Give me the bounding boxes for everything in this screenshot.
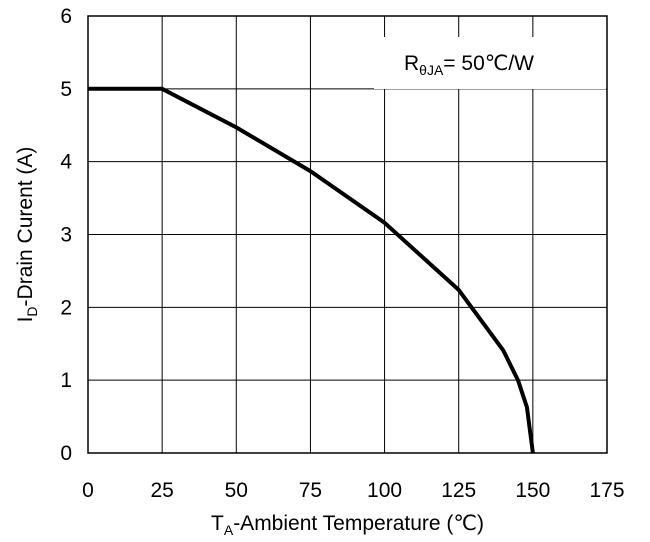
y-tick-label-2: 2 [60, 296, 72, 319]
y-tick-label-3: 3 [60, 224, 72, 247]
y-axis-label-rest: -Drain Curent (A) [14, 147, 37, 307]
y-tick-label-4: 4 [60, 151, 72, 174]
series-line-0 [88, 86, 535, 454]
x-tick-label-7: 175 [589, 479, 624, 502]
annotation-box: RθJA= 50℃/W [374, 37, 606, 89]
y-axis-label-main: I [14, 317, 37, 323]
y-axis-label: ID-Drain Curent (A) [14, 147, 40, 323]
series-layer [88, 86, 535, 454]
annotation-background [374, 37, 606, 89]
y-tick-label-6: 6 [60, 5, 72, 28]
tick-labels: 0 25 50 75 100 125 150 175 0 1 2 3 4 5 6 [60, 5, 624, 502]
x-axis-label-main: T [211, 512, 224, 535]
y-tick-label-5: 5 [60, 78, 72, 101]
annotation-text: RθJA= 50℃/W [404, 52, 534, 78]
x-tick-label-6: 150 [515, 479, 550, 502]
x-tick-label-3: 75 [299, 479, 322, 502]
y-axis-label-subscript: D [24, 306, 40, 316]
x-tick-label-0: 0 [82, 479, 94, 502]
plot-frame [87, 15, 608, 454]
annotation-main: R [404, 52, 419, 75]
x-axis-label: TA-Ambient Temperature (℃) [211, 512, 484, 538]
y-tick-label-1: 1 [60, 369, 72, 392]
x-axis-label-subscript: A [224, 522, 234, 538]
x-tick-label-4: 100 [367, 479, 402, 502]
x-tick-label-1: 25 [150, 479, 173, 502]
annotation-rest: = 50℃/W [443, 52, 534, 75]
x-tick-label-5: 125 [441, 479, 476, 502]
x-tick-label-2: 50 [225, 479, 248, 502]
x-axis-label-rest: -Ambient Temperature (℃) [233, 512, 484, 535]
annotation-subscript: θJA [419, 62, 444, 78]
y-tick-label-0: 0 [60, 442, 72, 465]
plot-border [87, 15, 608, 454]
